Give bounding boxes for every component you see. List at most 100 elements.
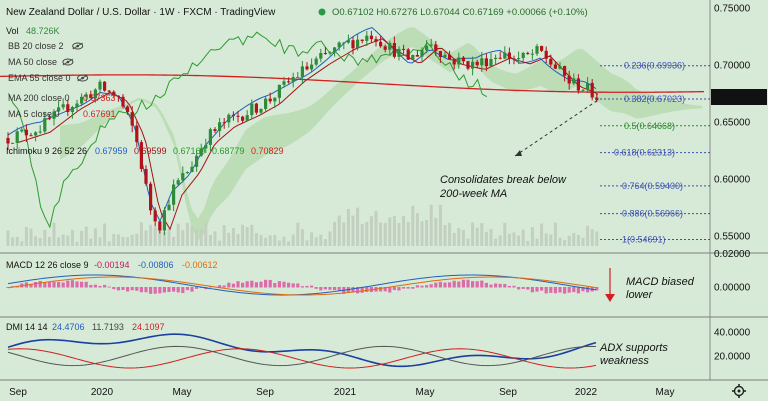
volume-bar: [558, 237, 562, 246]
ichimoku-label[interactable]: Ichimoku 9 26 52 26: [6, 146, 87, 156]
macd-histogram-bar: [162, 287, 166, 293]
volume-bar: [300, 229, 304, 246]
fibonacci-levels: 0.236(0.69936) 0.382(0.67023) 0.5(0.64668)…: [600, 61, 710, 245]
candle-body: [563, 66, 567, 76]
macd-histogram-bar: [93, 284, 97, 288]
macd-histogram-bar: [429, 284, 433, 288]
ichimoku-value: 0.67169: [173, 146, 206, 156]
volume-bar: [526, 240, 530, 246]
volume-bar: [563, 240, 567, 246]
macd-histogram-bar: [254, 282, 258, 288]
macd-histogram-bar: [379, 287, 383, 292]
volume-bar: [590, 229, 594, 246]
time-tick-label: 2022: [575, 387, 598, 398]
price-candles[interactable]: [6, 30, 599, 236]
volume-bar: [121, 236, 125, 246]
macd-histogram-bar: [351, 287, 355, 293]
volume-bar: [277, 240, 281, 246]
volume-bar: [282, 236, 286, 246]
volume-bar: [342, 222, 346, 246]
eye-icon[interactable]: [62, 58, 74, 66]
candle-body: [222, 122, 226, 124]
candle-body: [158, 221, 162, 231]
macd-label[interactable]: MACD 12 26 close 9: [6, 260, 89, 270]
eye-icon[interactable]: [77, 74, 89, 82]
volume-bar: [231, 228, 235, 246]
macd-histogram-bar: [103, 284, 107, 288]
candle-body: [466, 61, 470, 69]
volume-bar: [70, 229, 74, 246]
macd-histogram-bar: [84, 281, 88, 288]
price-axis-area[interactable]: [710, 0, 768, 401]
time-tick-label: May: [173, 387, 192, 398]
price-tick-label: 0.65000: [714, 118, 751, 129]
candle-body: [402, 48, 406, 50]
candle-body: [61, 104, 65, 108]
volume-bar: [530, 227, 534, 246]
candle-body: [204, 144, 208, 149]
macd-histogram-bar: [80, 281, 84, 288]
dmi-label[interactable]: DMI 14 14: [6, 322, 48, 332]
candle-body: [581, 89, 585, 91]
eye-icon[interactable]: [72, 42, 84, 50]
macd-histogram-bar: [517, 287, 521, 290]
macd-tick-label: 0.00000: [714, 283, 751, 294]
macd-histogram-bar: [489, 284, 493, 288]
candle-body: [167, 204, 171, 211]
macd-histogram-bar: [425, 285, 429, 288]
volume-bar: [452, 233, 456, 246]
symbol-title[interactable]: New Zealand Dollar / U.S. Dollar · 1W · …: [6, 7, 276, 18]
volume-bar: [553, 222, 557, 246]
candle-body: [392, 43, 396, 57]
volume-bar: [521, 229, 525, 246]
candle-body: [66, 104, 70, 112]
gear-icon[interactable]: [732, 384, 746, 398]
fib-level-label: 1(0.54691): [622, 235, 666, 245]
macd-histogram-bar: [323, 287, 327, 290]
volume-bar: [512, 232, 516, 246]
volume-bar: [415, 213, 419, 246]
candle-body: [149, 183, 153, 211]
volume-bar: [273, 235, 277, 246]
macd-histogram-bar: [480, 280, 484, 288]
macd-histogram-bar: [47, 281, 51, 288]
candle-body: [98, 81, 102, 90]
macd-histogram-bar: [144, 287, 148, 293]
candle-body: [291, 77, 295, 82]
volume-bar: [227, 232, 231, 246]
macd-histogram-bar: [406, 287, 410, 289]
candle-body: [250, 103, 254, 116]
indicator-label: MA 200 close 0: [8, 93, 70, 103]
macd-histogram-bar: [448, 282, 452, 288]
time-axis[interactable]: Sep 2020 May Sep 2021 May Sep 2022 May: [9, 387, 674, 398]
candle-body: [245, 115, 249, 121]
macd-histogram-bar: [434, 282, 438, 288]
annotation-arrow-price: [514, 99, 599, 157]
indicator-value: 0.67363: [83, 93, 116, 103]
macd-histogram-bar: [34, 282, 38, 288]
time-tick-label: Sep: [499, 387, 517, 398]
macd-histogram-bar: [61, 282, 65, 288]
arrow-head: [515, 150, 522, 156]
macd-histogram-bar: [268, 279, 272, 288]
macd-histogram-bar: [75, 281, 79, 288]
dmi-value: 11.7193: [92, 322, 124, 332]
dmi-pane: [7, 333, 597, 369]
volume-bar: [176, 223, 180, 246]
candle-body: [190, 166, 194, 173]
dmi-value: 24.1097: [132, 322, 165, 332]
candle-body: [498, 57, 502, 59]
volume-bar: [149, 224, 153, 246]
candle-body: [576, 78, 580, 91]
volume-bar: [429, 204, 433, 246]
candle-body: [425, 45, 429, 51]
macd-histogram-bar: [287, 282, 291, 288]
candle-body: [213, 129, 217, 131]
macd-histogram-bar: [512, 285, 516, 288]
volume-bar: [397, 223, 401, 246]
dmi-axis-ticks: 40.0000 20.0000: [714, 328, 751, 363]
macd-line: [7, 274, 597, 296]
candle-body: [365, 35, 369, 41]
